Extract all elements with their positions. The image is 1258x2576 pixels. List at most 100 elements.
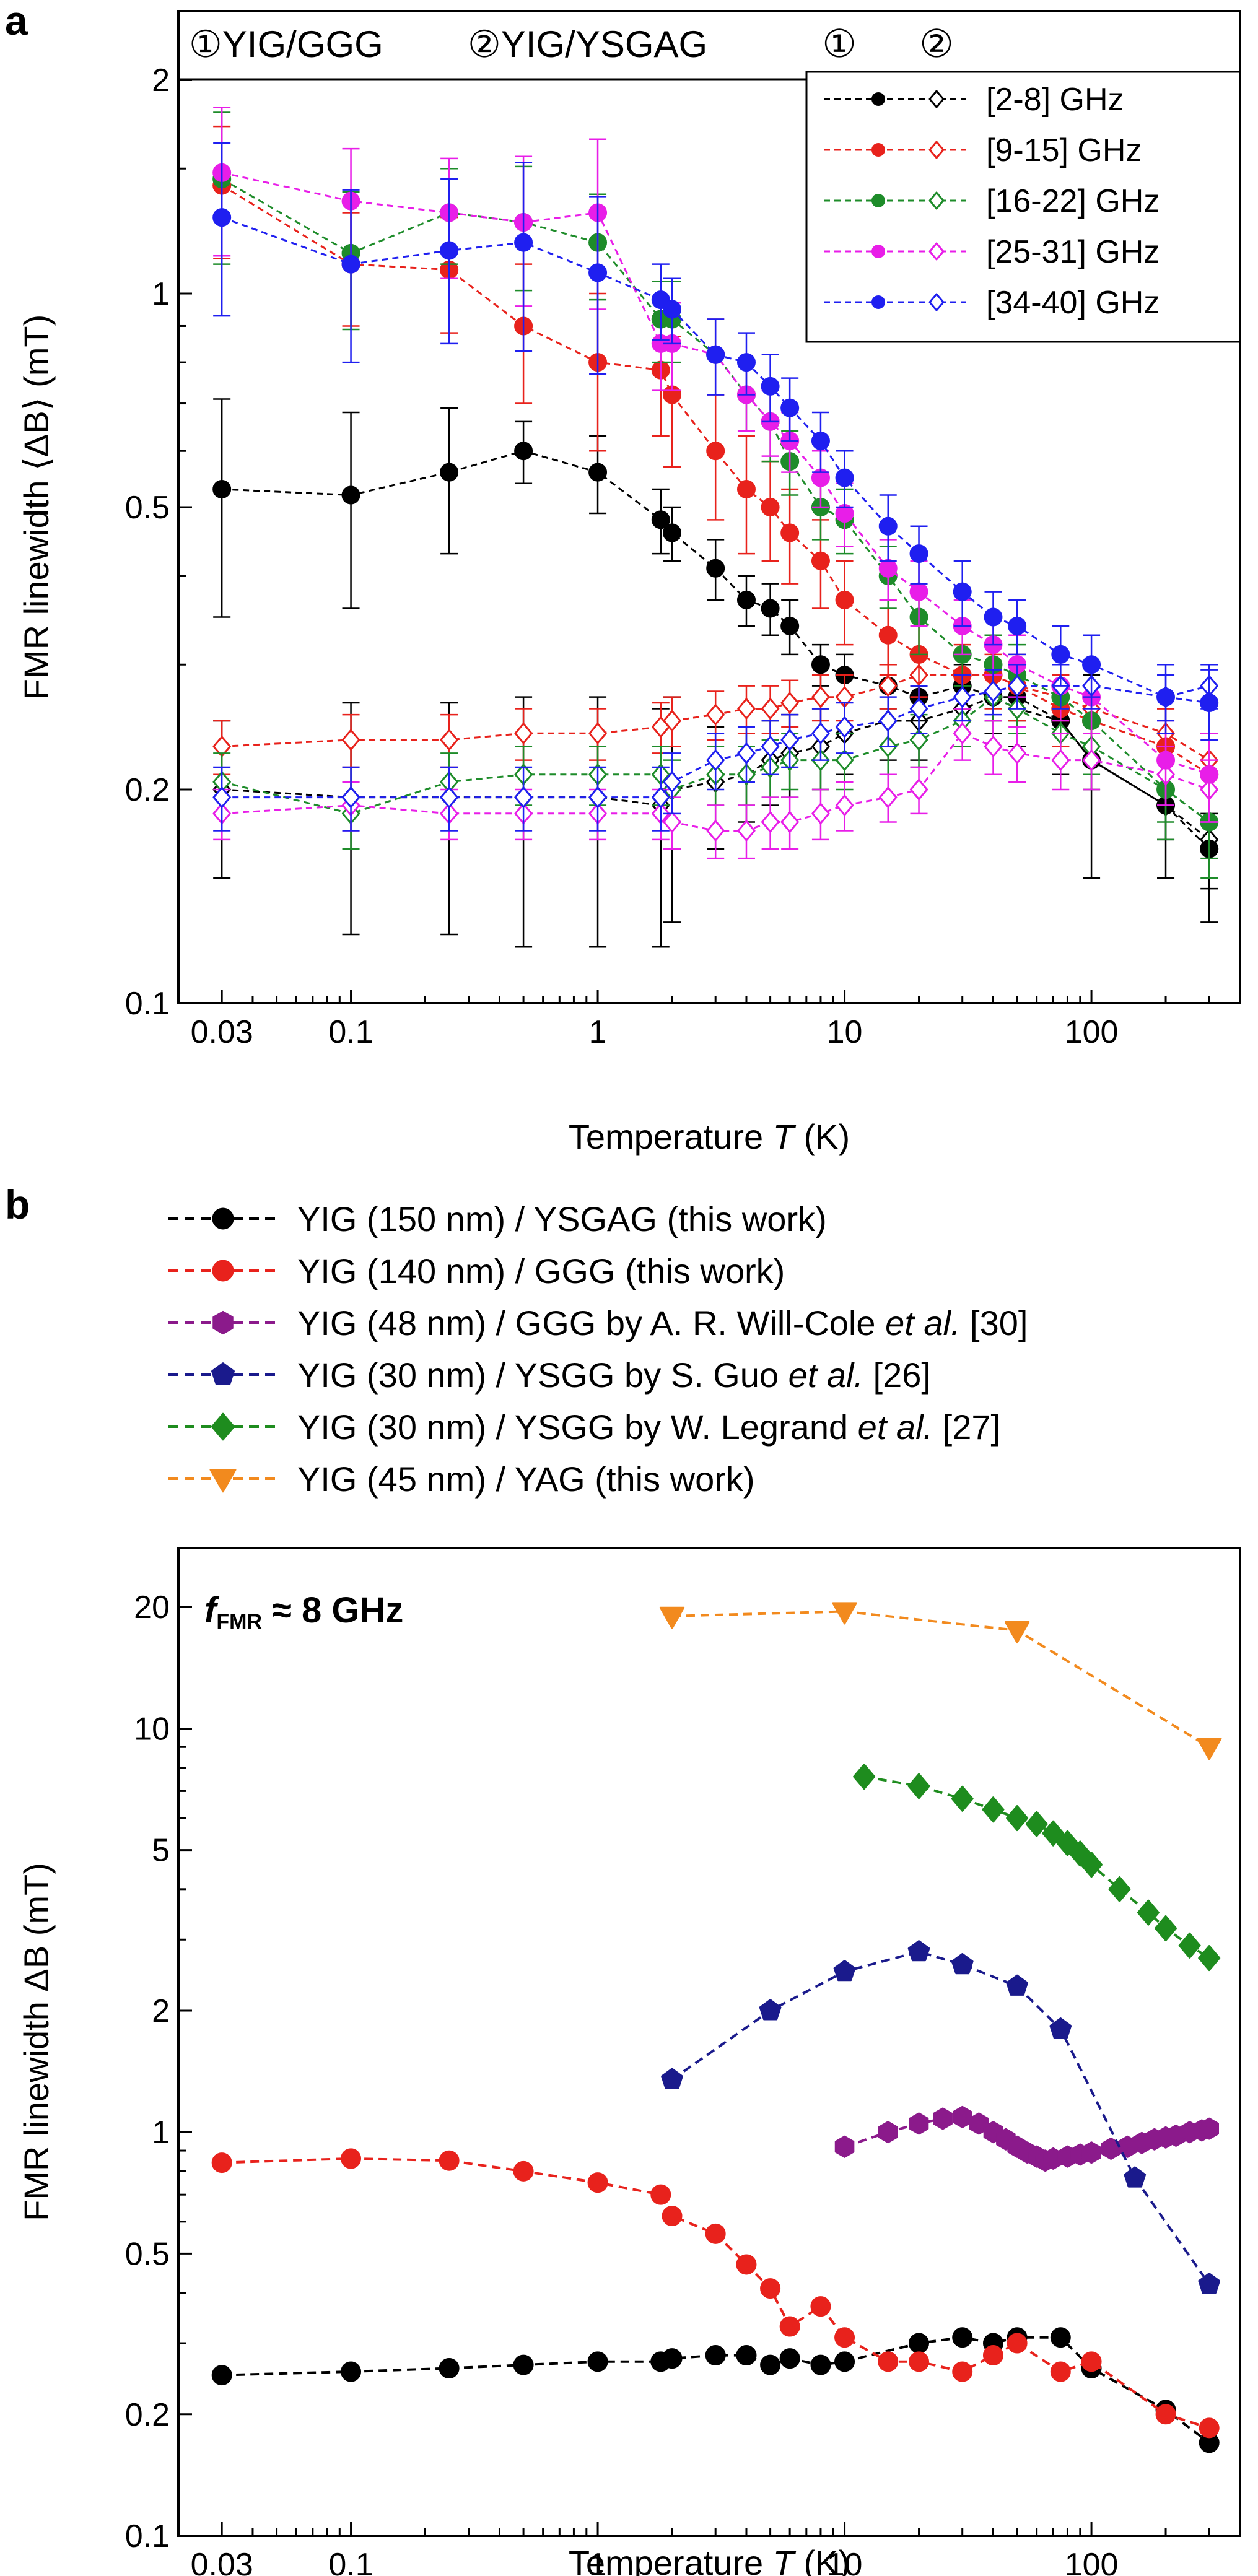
data-point bbox=[811, 551, 830, 570]
data-point bbox=[440, 463, 459, 482]
data-point bbox=[663, 811, 681, 833]
data-point bbox=[909, 778, 928, 801]
y-tick-label: 0.2 bbox=[125, 772, 170, 808]
data-point bbox=[706, 442, 725, 461]
data-point bbox=[587, 2172, 608, 2193]
legend-item: [16-22] GHz bbox=[824, 183, 1160, 219]
legend-header-2: ② bbox=[919, 23, 954, 66]
data-point bbox=[835, 749, 854, 771]
data-point bbox=[1006, 1805, 1029, 1832]
data-point bbox=[212, 786, 231, 808]
series-line bbox=[221, 178, 1210, 823]
data-point bbox=[1082, 655, 1101, 674]
data-point bbox=[341, 2148, 362, 2169]
data-point bbox=[953, 723, 972, 744]
y-tick-label: 10 bbox=[134, 1711, 170, 1747]
data-point bbox=[588, 263, 608, 282]
legend-label: [34-40] GHz bbox=[986, 285, 1160, 321]
annotation: fFMR ≈ 8 GHz bbox=[204, 1590, 403, 1634]
data-point bbox=[1155, 2404, 1176, 2425]
data-point bbox=[811, 803, 830, 824]
data-point bbox=[853, 1764, 876, 1790]
data-point bbox=[588, 786, 607, 808]
data-point bbox=[1082, 749, 1101, 771]
y-tick-label: 5 bbox=[152, 1833, 170, 1869]
data-point bbox=[663, 710, 681, 732]
data-point bbox=[513, 2160, 534, 2182]
legend-label: YIG (140 nm) / GGG (this work) bbox=[297, 1251, 785, 1290]
data-point bbox=[736, 353, 756, 372]
data-point bbox=[706, 704, 725, 726]
data-point bbox=[439, 2150, 460, 2171]
data-point bbox=[706, 559, 725, 578]
data-point bbox=[984, 736, 1003, 757]
data-point bbox=[514, 723, 533, 744]
data-point bbox=[833, 1960, 856, 1982]
data-point bbox=[810, 2354, 831, 2375]
x-tick-label: 100 bbox=[1065, 1014, 1119, 1050]
legend-marker bbox=[211, 1362, 235, 1385]
legend-item: [9-15] GHz bbox=[824, 133, 1142, 168]
data-point bbox=[1050, 2361, 1071, 2382]
data-point bbox=[780, 729, 799, 751]
sample-label-2: ②YIG/YSGAG bbox=[468, 24, 707, 65]
data-point bbox=[588, 463, 608, 482]
data-point bbox=[834, 2135, 855, 2158]
legend-marker-filled bbox=[871, 194, 885, 207]
y-axis-label: FMR linewidth ΔB (mT) bbox=[17, 1863, 56, 2221]
legend-marker-open bbox=[928, 242, 945, 261]
x-tick-label: 0.1 bbox=[328, 1014, 373, 1050]
series-line bbox=[221, 695, 1210, 823]
data-point bbox=[211, 2365, 232, 2386]
data-point bbox=[211, 2152, 232, 2174]
x-tick-label: 10 bbox=[827, 1014, 863, 1050]
data-point bbox=[951, 1785, 974, 1812]
data-point bbox=[779, 2316, 800, 2337]
data-point bbox=[1137, 1899, 1160, 1926]
data-point bbox=[761, 498, 780, 516]
legend-item: YIG (30 nm) / YSGG by S. Guo et al. [26] bbox=[168, 1355, 931, 1395]
data-point bbox=[951, 1953, 974, 1975]
data-point bbox=[588, 723, 607, 744]
legend: YIG (150 nm) / YSGAG (this work) YIG (140… bbox=[168, 1199, 1028, 1499]
data-point bbox=[706, 820, 725, 842]
data-point bbox=[1007, 2333, 1028, 2354]
data-point bbox=[650, 2184, 671, 2205]
legend-header-1: ① bbox=[822, 23, 857, 66]
y-tick-label: 0.1 bbox=[125, 2518, 170, 2554]
data-point bbox=[1008, 616, 1027, 635]
series-2 bbox=[211, 2148, 1220, 2439]
data-point bbox=[1199, 2417, 1220, 2439]
data-point bbox=[1198, 1945, 1221, 1972]
data-point bbox=[1081, 2351, 1102, 2372]
data-point bbox=[341, 485, 360, 505]
legend-label: YIG (45 nm) / YAG (this work) bbox=[297, 1460, 755, 1499]
y-axis-label: FMR linewidth ⟨ΔB⟩ (mT) bbox=[17, 315, 56, 700]
data-point bbox=[706, 749, 725, 771]
legend-label: [25-31] GHz bbox=[986, 234, 1160, 270]
data-point bbox=[879, 675, 898, 697]
data-point bbox=[933, 2107, 953, 2130]
data-point bbox=[760, 2278, 781, 2299]
data-point bbox=[1050, 2327, 1071, 2348]
data-point bbox=[952, 2361, 973, 2382]
y-tick-label: 0.2 bbox=[125, 2397, 170, 2433]
legend-item: [25-31] GHz bbox=[824, 234, 1160, 270]
data-point bbox=[909, 2333, 930, 2354]
x-tick-label: 0.1 bbox=[328, 2547, 373, 2576]
legend-marker-filled bbox=[871, 245, 885, 258]
data-point bbox=[761, 599, 780, 618]
legend-marker bbox=[209, 1469, 237, 1493]
data-point bbox=[810, 2296, 831, 2317]
data-point bbox=[909, 2112, 929, 2135]
legend-item: YIG (45 nm) / YAG (this work) bbox=[168, 1460, 755, 1499]
data-point bbox=[761, 376, 780, 396]
legend-label: [9-15] GHz bbox=[986, 133, 1142, 168]
data-point bbox=[834, 2327, 855, 2348]
data-point bbox=[651, 510, 670, 529]
legend-marker-open bbox=[928, 141, 945, 159]
data-point bbox=[1200, 765, 1219, 784]
data-point bbox=[834, 2351, 855, 2372]
data-point bbox=[952, 2105, 972, 2128]
data-point bbox=[652, 786, 670, 808]
